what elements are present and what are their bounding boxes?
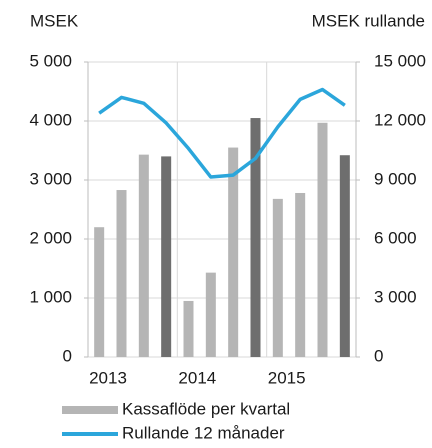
bar: [250, 118, 261, 357]
line: [98, 87, 346, 179]
y-tick-label: 5 000: [29, 51, 72, 70]
legend-swatch: [62, 406, 118, 414]
bar: [94, 227, 105, 357]
y-tick-label: 4 000: [29, 110, 72, 129]
y-tick-label: 1 000: [29, 287, 72, 306]
bar: [116, 190, 127, 357]
bar: [205, 272, 216, 357]
y2-tick-label: 9 000: [374, 169, 417, 188]
bar: [138, 154, 149, 357]
x-tick-label: 2013: [89, 368, 127, 387]
legend-label: Rullande 12 månader: [122, 423, 285, 442]
legend-label: Kassaflöde per kvartal: [122, 399, 290, 418]
y-tick-label: 2 000: [29, 228, 72, 247]
x-tick-label: 2014: [178, 368, 216, 387]
bar: [317, 122, 328, 358]
y2-axis-title: MSEK rullande: [312, 11, 425, 30]
y-axis-title: MSEK: [30, 11, 79, 30]
y2-tick-label: 0: [374, 346, 383, 365]
y2-tick-label: 3 000: [374, 287, 417, 306]
bar: [161, 156, 172, 357]
bar: [339, 155, 350, 357]
y2-tick-label: 15 000: [374, 51, 426, 70]
bar: [272, 198, 283, 357]
x-tick-label: 2015: [268, 368, 306, 387]
bar: [295, 192, 306, 357]
y-tick-label: 3 000: [29, 169, 72, 188]
y-tick-label: 0: [63, 346, 72, 365]
bar: [228, 147, 239, 357]
y2-tick-label: 12 000: [374, 110, 426, 129]
bar: [183, 300, 194, 357]
y2-tick-label: 6 000: [374, 228, 417, 247]
